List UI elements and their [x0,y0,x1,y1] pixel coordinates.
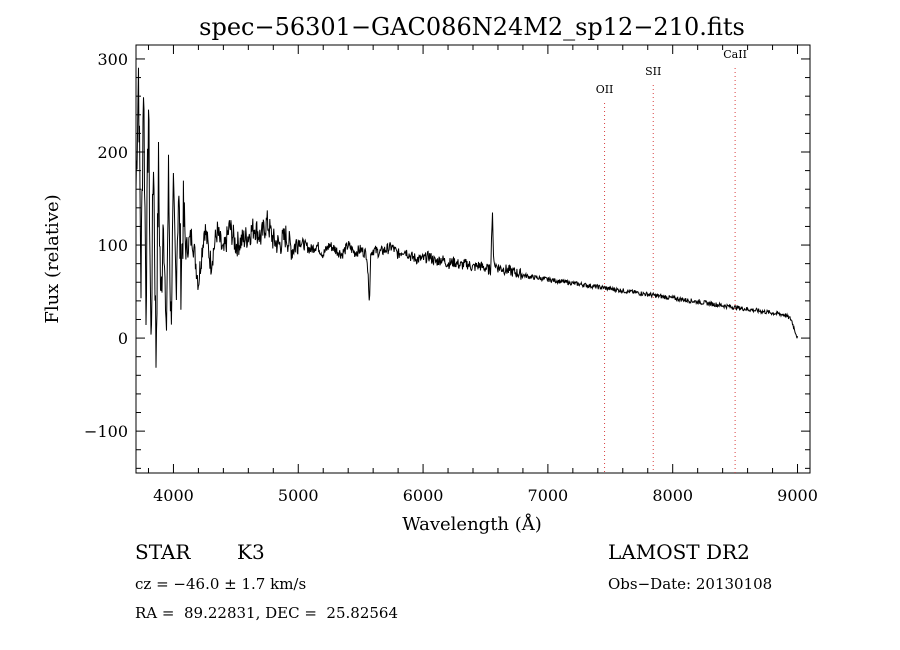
x-tick-label: 8000 [652,486,693,505]
x-tick-label: 9000 [777,486,818,505]
emission-line-label: SII [645,65,661,78]
sky-coordinates: RA = 89.22831, DEC = 25.82564 [135,604,399,622]
y-tick-label: 100 [97,236,128,255]
x-tick-label: 6000 [403,486,444,505]
y-axis-ticks: −100 0 100 200 300 [84,50,810,469]
emission-line-label: CaII [723,48,747,61]
y-tick-label: 300 [97,50,128,69]
x-tick-label: 5000 [278,486,319,505]
object-class: STAR [135,540,191,564]
y-tick-label: 200 [97,143,128,162]
y-tick-label: −100 [84,422,128,441]
emission-line-label: OII [596,83,614,96]
object-subclass: K3 [237,540,265,564]
redshift-velocity: cz = −46.0 ± 1.7 km/s [135,575,307,593]
spectrum-series-line [135,67,798,368]
x-tick-label: 7000 [528,486,569,505]
survey-release: LAMOST DR2 [608,540,750,564]
x-axis-ticks: 4000 5000 6000 7000 8000 9000 [147,45,818,505]
y-axis-label: Flux (relative) [42,194,63,323]
chart-title: spec−56301−GAC086N24M2_sp12−210.fits [199,13,745,41]
observation-date: Obs−Date: 20130108 [608,575,773,593]
x-axis-label: Wavelength (Å) [402,513,542,535]
emission-line-markers: OII SII CaII [596,48,747,473]
plot-frame [135,44,811,474]
x-tick-label: 4000 [153,486,194,505]
y-tick-label: 0 [118,329,128,348]
